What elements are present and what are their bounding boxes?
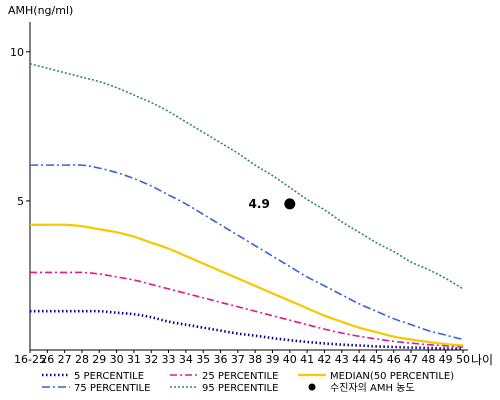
x-tick-label: 32 xyxy=(144,353,158,366)
y-tick-label: 10 xyxy=(10,46,24,59)
x-tick-label: 43 xyxy=(335,353,349,366)
x-tick-label: 35 xyxy=(196,353,210,366)
x-tick-label: 28 xyxy=(75,353,89,366)
legend-point-swatch xyxy=(308,383,316,391)
series-line xyxy=(30,223,464,347)
legend-label: 95 PERCENTILE xyxy=(202,383,278,394)
series-lines xyxy=(29,62,464,351)
x-tick-label: 16-25 xyxy=(14,353,46,366)
x-tick-label: 44 xyxy=(352,353,366,366)
x-tick-label: 37 xyxy=(231,353,245,366)
y-tick-label: 5 xyxy=(17,195,24,208)
series-line xyxy=(30,164,464,341)
x-tick-label: 26 xyxy=(40,353,54,366)
x-tick-label: 31 xyxy=(127,353,141,366)
patient-marker: 4.9 xyxy=(249,197,296,211)
x-tick-label: 40 xyxy=(283,353,297,366)
y-axis-label: AMH(ng/ml) xyxy=(8,4,73,17)
x-tick-label: 45 xyxy=(369,353,383,366)
x-tick-label: 50 xyxy=(456,353,470,366)
legend-label: 5 PERCENTILE xyxy=(74,371,144,382)
x-tick-label: 33 xyxy=(162,353,176,366)
x-tick-label: 27 xyxy=(58,353,72,366)
x-tick-label: 47 xyxy=(404,353,418,366)
legend-label: 75 PERCENTILE xyxy=(74,383,150,394)
legend-point-label: 수진자의 AMH 농도 xyxy=(330,382,415,394)
x-tick-label: 30 xyxy=(110,353,124,366)
x-tick-label: 46 xyxy=(387,353,401,366)
x-tick-label: 48 xyxy=(421,353,435,366)
legend-label: 25 PERCENTILE xyxy=(202,371,278,382)
x-tick-label: 49 xyxy=(439,353,453,366)
series-line xyxy=(30,271,464,348)
series-line xyxy=(30,309,464,351)
x-tick-label: 41 xyxy=(300,353,314,366)
x-tick-label: 29 xyxy=(92,353,106,366)
x-tick-label: 38 xyxy=(248,353,262,366)
x-tick-label: 39 xyxy=(265,353,279,366)
series-line xyxy=(29,62,464,290)
x-tick-label: 36 xyxy=(214,353,228,366)
x-axis-label: 나이 xyxy=(471,353,493,367)
y-ticks: 5 10 xyxy=(10,46,30,208)
legend-label: MEDIAN(50 PERCENTILE) xyxy=(330,371,454,382)
patient-point-label: 4.9 xyxy=(249,197,270,211)
x-tick-label: 34 xyxy=(179,353,193,366)
patient-point xyxy=(284,198,296,210)
x-tick-label: 42 xyxy=(317,353,331,366)
